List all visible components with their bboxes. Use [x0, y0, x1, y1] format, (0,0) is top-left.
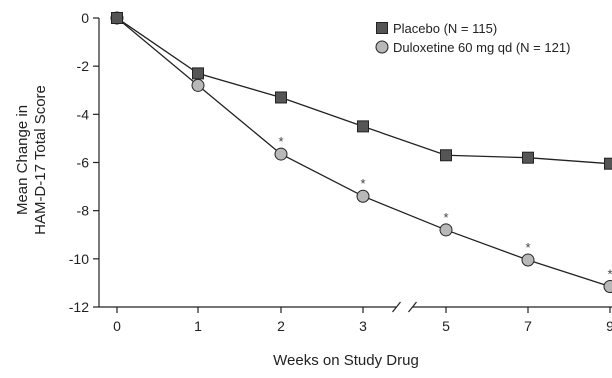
axes — [99, 18, 612, 312]
series-line-1 — [117, 18, 610, 287]
placebo-point — [276, 92, 287, 103]
x-tick-label: 3 — [359, 318, 367, 334]
x-tick-label: 0 — [113, 318, 121, 334]
legend: Placebo (N = 115) Duloxetine 60 mg qd (N … — [376, 21, 570, 55]
y-tick-label: -8 — [77, 203, 90, 219]
x-axis-title: Weeks on Study Drug — [273, 352, 419, 369]
placebo-point — [358, 121, 369, 132]
y-tick-label: -10 — [69, 251, 89, 267]
significance-star: * — [525, 240, 530, 255]
placebo-point — [112, 13, 123, 24]
duloxetine-point — [275, 148, 287, 160]
x-tick-label: 7 — [524, 318, 532, 334]
y-tick-label: -4 — [77, 106, 90, 122]
legend-label: Placebo (N = 115) — [393, 21, 497, 36]
y-tick-label: -12 — [69, 299, 89, 315]
x-tick-label: 1 — [194, 318, 202, 334]
significance-star: * — [443, 210, 448, 225]
placebo-point — [193, 68, 204, 79]
y-tick-label: 0 — [81, 10, 89, 26]
duloxetine-point — [357, 190, 369, 202]
significance-star: * — [607, 267, 612, 282]
legend-square-marker — [377, 23, 388, 34]
placebo-point — [441, 150, 452, 161]
tick-labels: 0 -2 -4 -6 -8 -10 -12 0 1 2 3 5 7 9 — [69, 10, 612, 334]
x-tick-label: 9 — [606, 318, 612, 334]
y-tick-label: -2 — [77, 58, 90, 74]
duloxetine-point — [440, 224, 452, 236]
y-axis-title-line-1: Mean Change in — [14, 105, 31, 215]
significance-star: * — [278, 134, 283, 149]
legend-label: Duloxetine 60 mg qd (N = 121) — [393, 40, 570, 55]
placebo-point — [523, 152, 534, 163]
significance-star: * — [360, 176, 365, 191]
series-lines — [117, 18, 610, 287]
placebo-point — [605, 158, 612, 169]
x-tick-label: 2 — [277, 318, 285, 334]
y-tick-label: -6 — [77, 155, 90, 171]
duloxetine-point — [192, 79, 204, 91]
duloxetine-point — [604, 281, 612, 293]
duloxetine-point — [522, 254, 534, 266]
x-tick-label: 5 — [442, 318, 450, 334]
legend-circle-marker — [376, 41, 388, 53]
y-axis-title-line-2: HAM-D-17 Total Score — [32, 85, 49, 235]
